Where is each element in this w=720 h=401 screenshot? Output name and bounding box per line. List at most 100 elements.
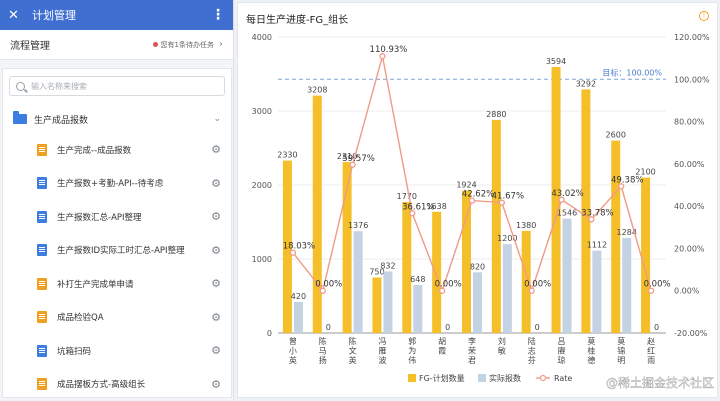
- document-icon: [37, 144, 47, 156]
- x-tick-label: 明: [617, 356, 625, 365]
- actual-value-label: 0: [535, 323, 540, 332]
- x-tick-label: 小: [289, 347, 297, 356]
- menu-panel: 输入名称来搜索 生产成品报数 ⌄ 生产完成--成品报数⚙生产报数+考勤-API-…: [2, 68, 232, 398]
- actual-bar: [294, 302, 303, 333]
- folder-label: 生产成品报数: [34, 113, 213, 126]
- legend-swatch-plan: [408, 374, 416, 382]
- gear-icon[interactable]: ⚙: [211, 244, 221, 257]
- document-icon: [37, 311, 47, 323]
- rate-value-label: 36.61%: [402, 202, 434, 212]
- y-right-tick-label: 0.00%: [674, 287, 700, 296]
- menu-item-label: 生产完成--成品报数: [57, 144, 211, 156]
- plan-value-label: 3594: [546, 57, 566, 66]
- chevron-down-icon[interactable]: ⌄: [213, 114, 221, 124]
- legend-label-actual: 实际报数: [489, 373, 521, 383]
- menu-item-label: 坑箱扫码: [57, 345, 211, 357]
- flow-management-bar[interactable]: 流程管理 您有1条待办任务 ›: [0, 30, 233, 60]
- gear-icon[interactable]: ⚙: [211, 277, 221, 290]
- plan-value-label: 1924: [456, 181, 476, 190]
- y-left-tick-label: 4000: [252, 33, 272, 42]
- x-tick-label: 胡: [438, 336, 446, 346]
- plan-value-label: 1770: [397, 192, 417, 201]
- plan-value-label: 3208: [307, 86, 327, 95]
- more-menu-icon[interactable]: ⋮: [211, 7, 225, 23]
- x-tick-label: 芬: [528, 355, 536, 365]
- gear-icon[interactable]: ⚙: [211, 177, 221, 190]
- x-tick-label: 伟: [408, 355, 416, 365]
- folder-production[interactable]: 生产成品报数 ⌄: [3, 105, 231, 133]
- plan-value-label: 1380: [516, 221, 536, 230]
- actual-bar: [383, 271, 392, 333]
- plan-bar: [492, 120, 501, 333]
- y-right-tick-label: 100.00%: [674, 75, 710, 84]
- x-tick-label: 波: [378, 355, 386, 365]
- menu-item[interactable]: 生产完成--成品报数⚙: [3, 133, 231, 167]
- y-right-tick-label: 60.00%: [674, 160, 705, 169]
- actual-bar: [413, 285, 422, 333]
- menu-item[interactable]: 生产报数汇总-API整理⚙: [3, 200, 231, 234]
- menu-item[interactable]: 生产报数+考勤-API--待考虑⚙: [3, 167, 231, 201]
- menu-item-label: 成品检验QA: [57, 311, 211, 323]
- plan-bar: [432, 212, 441, 333]
- legend-swatch-actual: [478, 374, 486, 382]
- rate-value-label: 0.00%: [435, 280, 462, 290]
- x-tick-label: 陈: [349, 336, 357, 346]
- document-icon: [37, 177, 47, 189]
- gear-icon[interactable]: ⚙: [211, 210, 221, 223]
- menu-item-label: 生产报数ID实际工时汇总-API整理: [57, 244, 211, 256]
- x-tick-label: 雨: [647, 356, 655, 365]
- actual-value-label: 1376: [348, 221, 368, 230]
- menu-item-label: 成品摆板方式-高级组长: [57, 378, 211, 390]
- plan-value-label: 2330: [277, 151, 297, 160]
- y-left-tick-label: 2000: [252, 181, 272, 190]
- y-right-tick-label: 40.00%: [674, 202, 705, 211]
- gear-icon[interactable]: ⚙: [211, 344, 221, 357]
- app-title: 计划管理: [32, 7, 211, 23]
- menu-item[interactable]: 成品摆板方式-高级组长⚙: [3, 368, 231, 401]
- menu-item-label: 生产报数+考勤-API--待考虑: [57, 177, 211, 189]
- actual-bar: [503, 244, 512, 333]
- rate-value-label: 41.67%: [492, 192, 524, 202]
- close-icon[interactable]: ✕: [8, 8, 22, 23]
- actual-bar: [354, 231, 363, 333]
- pending-tasks-text: 您有1条待办任务: [161, 40, 214, 50]
- actual-bar: [622, 238, 631, 333]
- x-tick-label: 陆: [528, 336, 536, 346]
- plan-value-label: 2880: [486, 110, 506, 119]
- actual-value-label: 0: [654, 323, 659, 332]
- x-tick-label: 霞: [438, 347, 446, 356]
- x-tick-label: 德: [587, 355, 595, 365]
- search-icon: [16, 82, 25, 91]
- gear-icon[interactable]: ⚙: [211, 143, 221, 156]
- target-label: 目标：100.00%: [602, 67, 662, 77]
- plan-bar: [372, 278, 381, 334]
- plan-value-label: 2600: [606, 131, 626, 140]
- y-right-tick-label: 120.00%: [674, 33, 710, 42]
- rate-value-label: 0.00%: [315, 280, 342, 290]
- chart-svg: 01000200030004000-20.00%0.00%20.00%40.00…: [238, 3, 719, 399]
- rate-value-label: 18.03%: [283, 242, 315, 252]
- x-tick-label: 刘: [498, 336, 506, 346]
- plan-bar: [641, 178, 650, 333]
- menu-item-list: 生产完成--成品报数⚙生产报数+考勤-API--待考虑⚙生产报数汇总-API整理…: [3, 133, 231, 401]
- menu-item[interactable]: 坑箱扫码⚙: [3, 334, 231, 368]
- x-tick-label: 莫: [617, 336, 625, 346]
- watermark: @稀土掘金技术社区: [606, 375, 714, 390]
- menu-item[interactable]: 成品检验QA⚙: [3, 301, 231, 335]
- chevron-right-icon: ›: [219, 39, 223, 50]
- search-input[interactable]: 输入名称来搜索: [9, 76, 225, 96]
- rate-value-label: 0.00%: [524, 280, 551, 290]
- y-left-tick-label: 1000: [252, 255, 272, 264]
- x-tick-label: 锦: [617, 346, 625, 356]
- flow-title: 流程管理: [10, 37, 153, 52]
- menu-item[interactable]: 生产报数ID实际工时汇总-API整理⚙: [3, 234, 231, 268]
- actual-value-label: 1112: [587, 241, 607, 250]
- y-right-tick-label: 20.00%: [674, 244, 705, 253]
- gear-icon[interactable]: ⚙: [211, 311, 221, 324]
- x-tick-label: 英: [289, 355, 297, 365]
- x-tick-label: 赓: [558, 346, 566, 356]
- y-left-tick-label: 3000: [252, 107, 272, 116]
- gear-icon[interactable]: ⚙: [211, 378, 221, 391]
- x-tick-label: 桂: [587, 346, 595, 356]
- menu-item[interactable]: 补打生产完成单申请⚙: [3, 267, 231, 301]
